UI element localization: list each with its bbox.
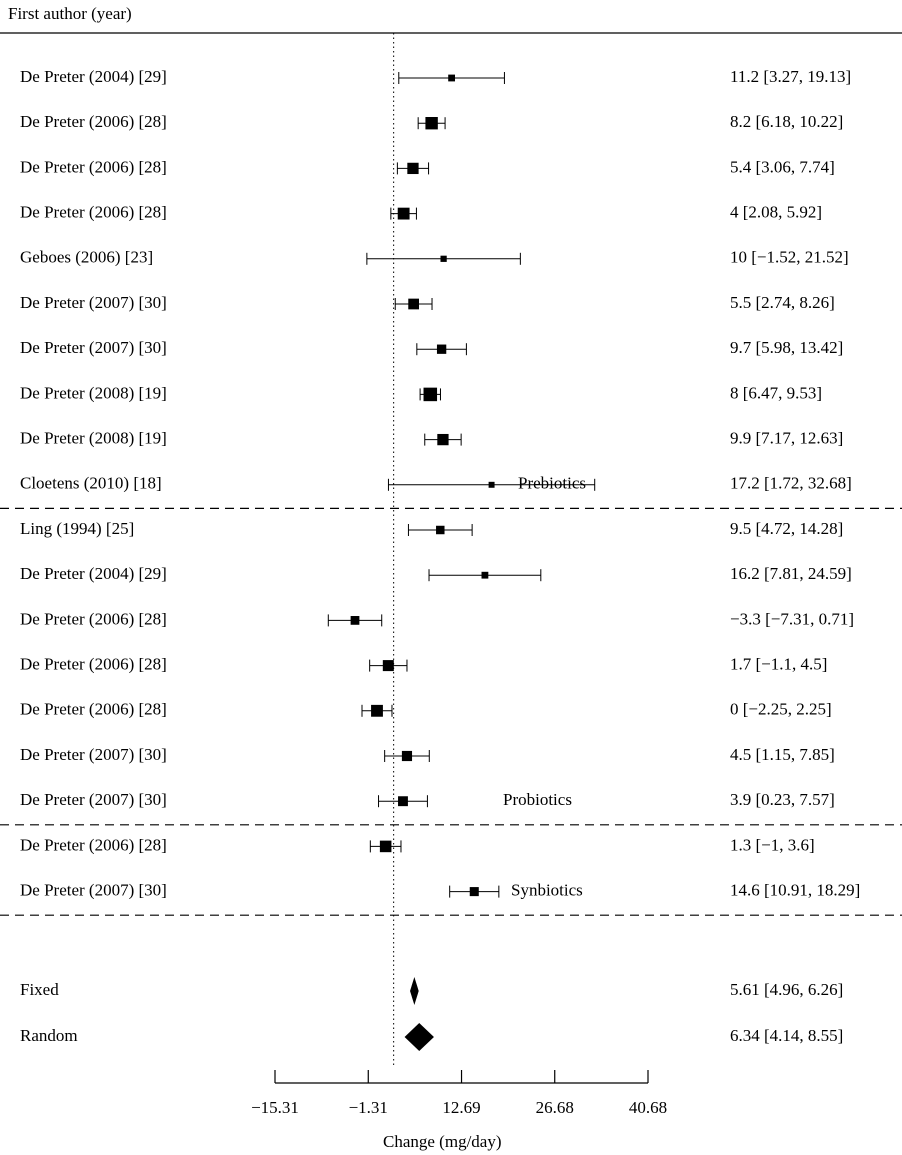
study-estimate-text: 8.2 [6.18, 10.22] — [730, 112, 843, 131]
point-estimate-square — [423, 387, 438, 402]
summary-estimate-text: 5.61 [4.96, 6.26] — [730, 980, 843, 999]
summary-diamond — [410, 977, 419, 1005]
point-estimate-square — [448, 74, 456, 82]
study-label: De Preter (2008) [19] — [20, 383, 167, 402]
study-label: De Preter (2007) [30] — [20, 790, 167, 809]
point-estimate-square — [379, 840, 392, 853]
point-estimate-square — [437, 433, 449, 446]
study-estimate-text: 9.5 [4.72, 14.28] — [730, 519, 843, 538]
study-label: De Preter (2006) [28] — [20, 112, 167, 131]
study-estimate-text: 1.3 [−1, 3.6] — [730, 835, 815, 854]
point-estimate-square — [481, 571, 489, 579]
study-estimate-text: 17.2 [1.72, 32.68] — [730, 474, 852, 493]
summary-label: Random — [20, 1026, 78, 1045]
summary-diamond — [404, 1023, 434, 1051]
study-label: De Preter (2006) [28] — [20, 835, 167, 854]
study-label: Geboes (2006) [23] — [20, 248, 153, 267]
study-estimate-text: 9.9 [7.17, 12.63] — [730, 429, 843, 448]
point-estimate-square — [397, 207, 410, 220]
study-label: De Preter (2006) [28] — [20, 203, 167, 222]
point-estimate-square — [401, 750, 413, 762]
point-estimate-square — [425, 117, 438, 130]
study-estimate-text: 1.7 [−1.1, 4.5] — [730, 655, 827, 674]
x-tick-label: 26.68 — [536, 1098, 574, 1117]
study-label: De Preter (2007) [30] — [20, 293, 167, 312]
x-tick-label: 40.68 — [629, 1098, 667, 1117]
point-estimate-square — [382, 660, 394, 672]
point-estimate-square — [436, 525, 445, 535]
study-label: De Preter (2007) [30] — [20, 338, 167, 357]
study-label: De Preter (2008) [19] — [20, 429, 167, 448]
study-label: De Preter (2007) [30] — [20, 881, 167, 900]
study-estimate-text: 8 [6.47, 9.53] — [730, 383, 822, 402]
study-label: De Preter (2004) [29] — [20, 67, 167, 86]
study-estimate-text: −3.3 [−7.31, 0.71] — [730, 609, 854, 628]
study-label: De Preter (2006) [28] — [20, 157, 167, 176]
header-first-author: First author (year) — [8, 4, 132, 23]
x-tick-label: −1.31 — [349, 1098, 388, 1117]
point-estimate-square — [371, 704, 383, 717]
study-estimate-text: 10 [−1.52, 21.52] — [730, 248, 849, 267]
point-estimate-square — [469, 887, 479, 897]
study-label: De Preter (2006) [28] — [20, 655, 167, 674]
study-label: Ling (1994) [25] — [20, 519, 134, 538]
study-estimate-text: 4.5 [1.15, 7.85] — [730, 745, 835, 764]
point-estimate-square — [436, 344, 447, 354]
study-estimate-text: 9.7 [5.98, 13.42] — [730, 338, 843, 357]
study-estimate-text: 14.6 [10.91, 18.29] — [730, 881, 860, 900]
summary-label: Fixed — [20, 980, 59, 999]
study-estimate-text: 11.2 [3.27, 19.13] — [730, 67, 851, 86]
summary-estimate-text: 6.34 [4.14, 8.55] — [730, 1026, 843, 1045]
study-estimate-text: 5.5 [2.74, 8.26] — [730, 293, 835, 312]
point-estimate-square — [408, 298, 419, 310]
study-label: De Preter (2006) [28] — [20, 609, 167, 628]
point-estimate-square — [407, 162, 419, 175]
study-estimate-text: 4 [2.08, 5.92] — [730, 203, 822, 222]
x-axis-label: Change (mg/day) — [383, 1132, 502, 1151]
group-label: Probiotics — [503, 790, 572, 809]
study-estimate-text: 0 [−2.25, 2.25] — [730, 700, 832, 719]
x-tick-label: −15.31 — [251, 1098, 299, 1117]
study-estimate-text: 3.9 [0.23, 7.57] — [730, 790, 835, 809]
study-estimate-text: 16.2 [7.81, 24.59] — [730, 564, 852, 583]
group-label: Prebiotics — [518, 474, 586, 493]
x-tick-label: 12.69 — [442, 1098, 480, 1117]
point-estimate-square — [350, 616, 360, 625]
point-estimate-square — [488, 481, 495, 488]
study-label: Cloetens (2010) [18] — [20, 474, 162, 493]
study-label: De Preter (2006) [28] — [20, 700, 167, 719]
point-estimate-square — [440, 255, 447, 262]
study-label: De Preter (2007) [30] — [20, 745, 167, 764]
group-label: Synbiotics — [511, 881, 583, 900]
study-label: De Preter (2004) [29] — [20, 564, 167, 583]
study-estimate-text: 5.4 [3.06, 7.74] — [730, 157, 835, 176]
point-estimate-square — [398, 796, 408, 807]
